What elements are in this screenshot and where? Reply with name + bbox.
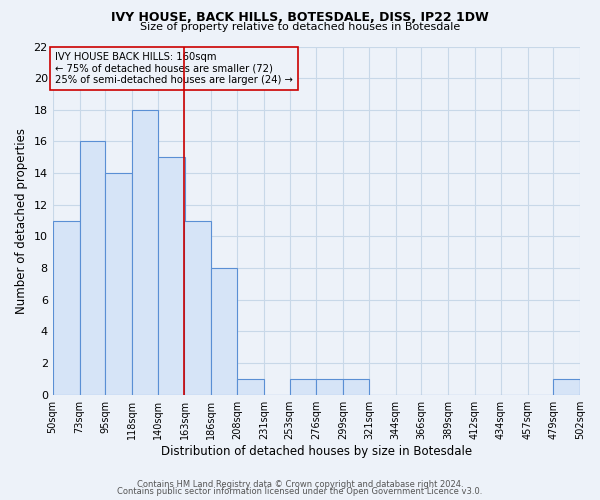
Text: Size of property relative to detached houses in Botesdale: Size of property relative to detached ho… (140, 22, 460, 32)
Bar (290, 379, 316, 394)
Text: IVY HOUSE BACK HILLS: 160sqm
← 75% of detached houses are smaller (72)
25% of se: IVY HOUSE BACK HILLS: 160sqm ← 75% of de… (55, 52, 293, 85)
Bar (316, 379, 343, 394)
Bar (158, 158, 185, 394)
Bar (343, 379, 369, 394)
Bar (105, 173, 132, 394)
Bar (53, 220, 79, 394)
Bar (580, 379, 600, 394)
Bar (185, 220, 211, 394)
Bar (132, 110, 158, 395)
Bar (211, 268, 237, 394)
Text: IVY HOUSE, BACK HILLS, BOTESDALE, DISS, IP22 1DW: IVY HOUSE, BACK HILLS, BOTESDALE, DISS, … (111, 11, 489, 24)
Text: Contains HM Land Registry data © Crown copyright and database right 2024.: Contains HM Land Registry data © Crown c… (137, 480, 463, 489)
Y-axis label: Number of detached properties: Number of detached properties (15, 128, 28, 314)
Bar (237, 379, 264, 394)
Text: Contains public sector information licensed under the Open Government Licence v3: Contains public sector information licen… (118, 487, 482, 496)
Bar (79, 142, 105, 394)
Bar (553, 379, 580, 394)
X-axis label: Distribution of detached houses by size in Botesdale: Distribution of detached houses by size … (161, 444, 472, 458)
